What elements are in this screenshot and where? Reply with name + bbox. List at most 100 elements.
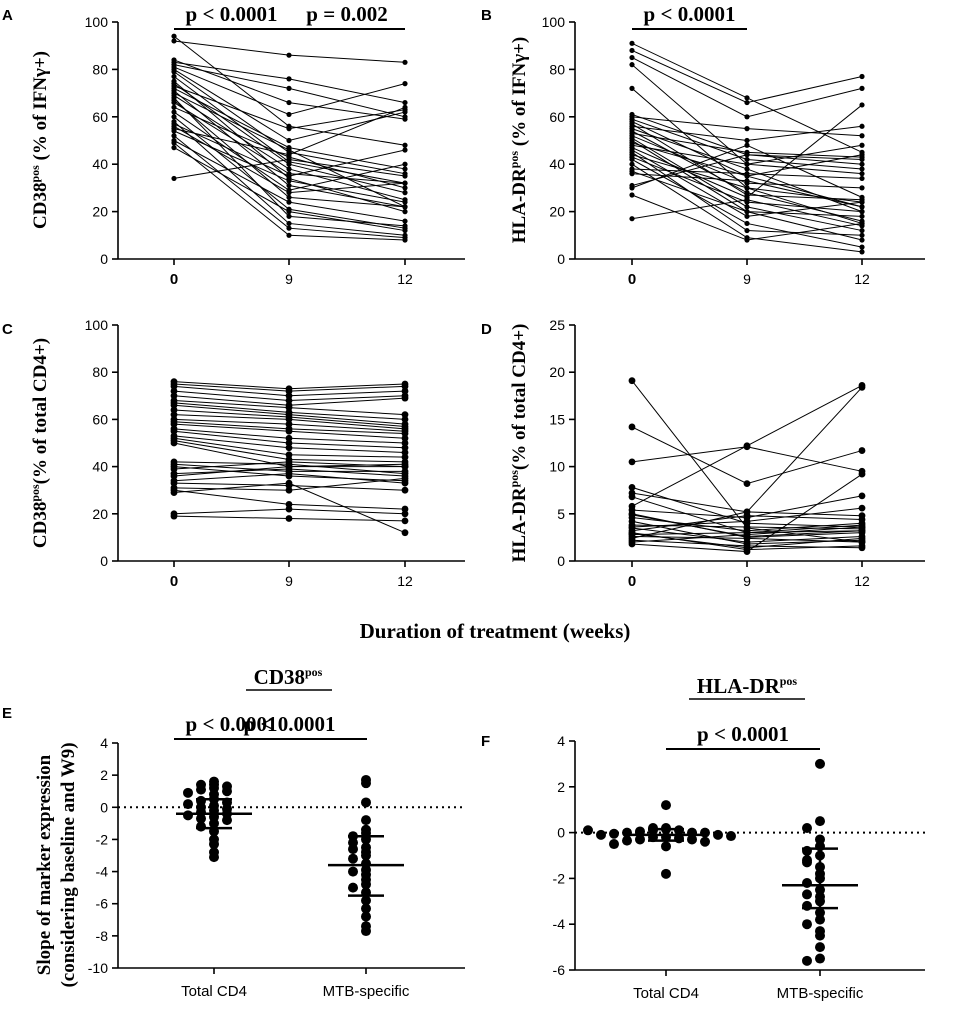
data-point <box>859 194 865 200</box>
x-tick-label: 9 <box>285 573 293 589</box>
data-point <box>635 834 645 845</box>
data-point <box>285 458 293 466</box>
data-point <box>802 955 812 966</box>
data-point <box>815 907 825 918</box>
data-point <box>401 416 409 423</box>
x-tick-label: 9 <box>743 573 751 589</box>
data-point <box>629 216 635 222</box>
data-point <box>859 73 865 80</box>
data-point <box>744 99 750 106</box>
data-point <box>286 152 292 158</box>
y-tick-label: 5 <box>557 506 565 522</box>
x-tick-label: 12 <box>397 573 413 589</box>
x-tick-label: 0 <box>170 573 178 590</box>
data-point <box>402 166 408 172</box>
data-point <box>171 73 177 80</box>
series-line <box>173 40 406 63</box>
data-point <box>170 382 178 390</box>
data-point <box>402 59 408 65</box>
data-point <box>285 515 293 522</box>
y-tick-label: -6 <box>96 896 109 912</box>
data-point <box>744 166 750 172</box>
data-point <box>401 382 409 390</box>
data-point <box>286 85 292 91</box>
data-point <box>629 85 635 91</box>
data-point <box>858 527 866 535</box>
p-value-label: p < 0.0001 <box>244 712 336 736</box>
data-point <box>348 866 358 877</box>
y-axis-label: Slope of marker expression <box>34 754 55 975</box>
p-value-label: p < 0.0001 <box>186 2 278 26</box>
data-point <box>628 540 636 548</box>
panel-e-title: CD38pos <box>246 665 332 691</box>
data-point <box>401 434 409 442</box>
data-point <box>744 114 750 120</box>
data-point <box>401 430 409 437</box>
data-point <box>744 220 750 227</box>
data-point <box>402 237 408 243</box>
data-point <box>744 185 750 191</box>
data-point <box>743 508 751 516</box>
data-point <box>285 505 293 513</box>
data-point <box>401 394 409 402</box>
data-point <box>628 483 636 491</box>
data-point <box>361 895 371 906</box>
data-point <box>170 465 178 473</box>
data-point <box>170 420 178 428</box>
y-tick-label: 2 <box>100 767 108 783</box>
data-point <box>170 387 178 395</box>
data-point <box>859 161 865 167</box>
panel-label-b: B <box>481 7 492 24</box>
y-tick-label: 2 <box>557 779 565 795</box>
data-point <box>744 152 750 158</box>
data-point <box>726 831 736 842</box>
data-point <box>859 232 865 238</box>
data-point <box>859 249 865 255</box>
data-point <box>402 81 408 87</box>
data-point <box>348 853 358 864</box>
data-point <box>286 209 292 215</box>
data-point <box>401 449 409 456</box>
data-point <box>285 479 293 487</box>
series-line <box>631 426 863 485</box>
data-point <box>859 244 865 250</box>
data-point <box>170 406 178 414</box>
data-point <box>402 204 408 210</box>
data-point <box>859 237 865 243</box>
data-point <box>286 99 292 106</box>
data-point <box>402 218 408 224</box>
data-point <box>286 52 292 58</box>
y-tick-label: 60 <box>549 109 565 125</box>
data-point <box>859 102 865 108</box>
data-point <box>744 213 750 219</box>
y-tick-label: 0 <box>100 553 108 569</box>
y-axis-label: CD38pos(% of total CD4+) <box>28 338 51 548</box>
data-point <box>629 40 635 46</box>
data-point <box>170 392 178 400</box>
data-point <box>285 486 293 494</box>
data-point <box>401 453 409 461</box>
data-point <box>744 237 750 243</box>
y-tick-label: 100 <box>85 317 109 333</box>
data-point <box>286 182 292 189</box>
data-point <box>744 227 750 234</box>
panel-label-e: E <box>2 705 12 722</box>
data-point <box>285 451 293 459</box>
data-point <box>401 467 409 475</box>
data-point <box>743 544 751 552</box>
data-point <box>629 192 635 198</box>
data-point <box>859 123 865 129</box>
data-point <box>285 404 293 411</box>
svg-text:HLA-DRpos: HLA-DRpos <box>697 674 798 698</box>
data-point <box>744 171 750 177</box>
data-point <box>743 442 751 450</box>
data-point <box>858 492 866 500</box>
category-label: MTB-specific <box>323 983 410 1000</box>
x-tick-label: 9 <box>743 271 751 287</box>
data-point <box>859 156 865 163</box>
data-point <box>401 475 409 482</box>
y-axis-label: HLA-DRpos (% of IFNγ+) <box>507 37 530 243</box>
data-point <box>744 190 750 196</box>
data-point <box>700 836 710 847</box>
